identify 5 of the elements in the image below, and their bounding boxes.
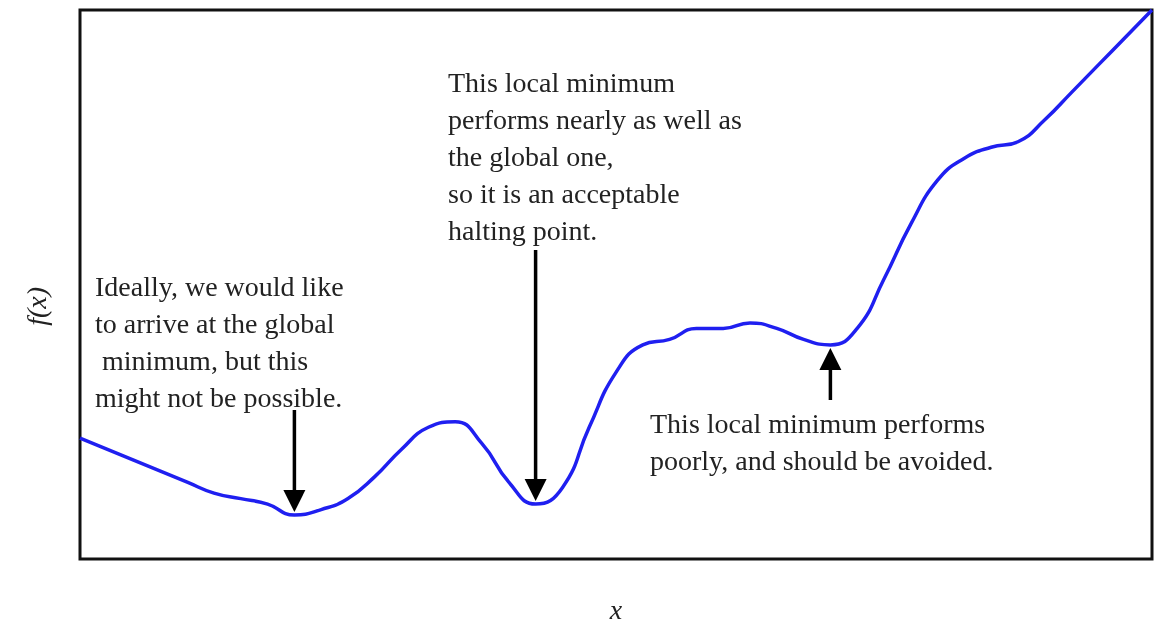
annotation: This local minimum performs nearly as well as the global one, so it is an acceptable halting point. bbox=[448, 67, 742, 246]
annotation: Ideally, we would like to arrive at the global minimum, but this might not be possible. bbox=[95, 271, 344, 413]
annotation: This local minimum performs poorly, and should be avoided. bbox=[650, 408, 994, 476]
x-axis-title: x bbox=[608, 593, 623, 625]
y-axis-title: f(x) bbox=[20, 287, 52, 326]
